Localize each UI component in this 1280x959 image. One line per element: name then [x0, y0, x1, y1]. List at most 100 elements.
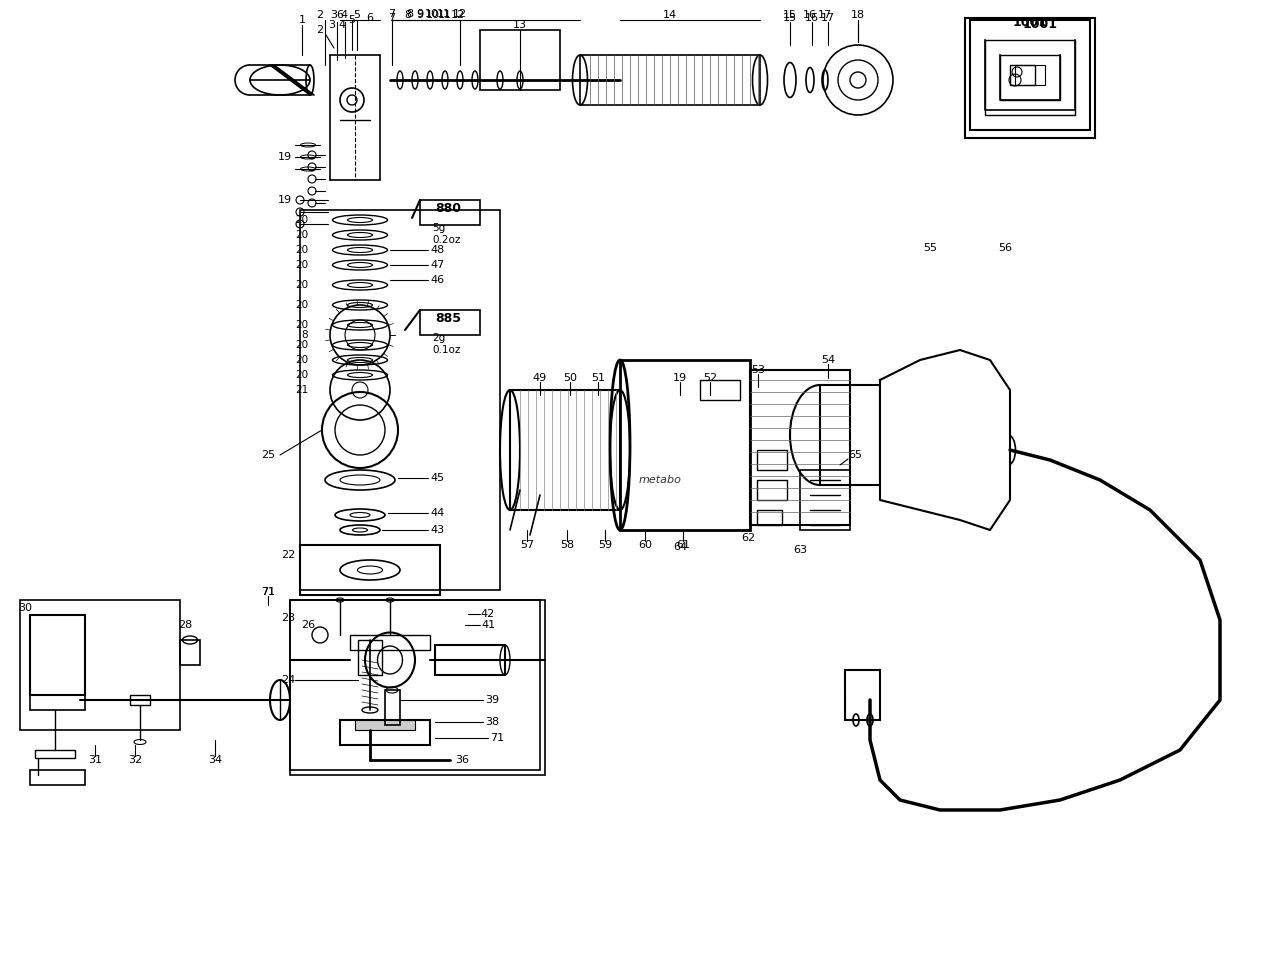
Bar: [20, 600, 180, 730]
Text: 3: 3: [330, 10, 338, 20]
Text: 1001: 1001: [1012, 15, 1047, 29]
Text: 8: 8: [404, 10, 412, 20]
Text: 55: 55: [923, 243, 937, 253]
Text: 28: 28: [178, 620, 192, 630]
Text: 20: 20: [294, 370, 308, 380]
Bar: [29, 770, 84, 785]
Text: 2: 2: [316, 25, 324, 35]
Bar: [820, 385, 881, 485]
Text: 46: 46: [430, 275, 444, 285]
Text: 34: 34: [207, 755, 221, 765]
Text: 51: 51: [591, 373, 605, 383]
Text: 60: 60: [637, 540, 652, 550]
Text: 59: 59: [598, 540, 612, 550]
Text: 19: 19: [278, 152, 292, 162]
Text: 57: 57: [520, 540, 534, 550]
Text: 48: 48: [430, 245, 444, 255]
Text: 20: 20: [294, 320, 308, 330]
Text: 56: 56: [998, 243, 1012, 253]
Polygon shape: [881, 350, 1010, 530]
Text: 20: 20: [294, 245, 308, 255]
Bar: [756, 450, 787, 470]
Text: 4: 4: [340, 10, 348, 20]
Bar: [291, 600, 545, 775]
Bar: [29, 695, 84, 710]
Text: 16: 16: [803, 10, 817, 20]
Text: 0.1oz: 0.1oz: [433, 345, 461, 355]
Text: 49: 49: [532, 373, 547, 383]
Text: 53: 53: [751, 365, 765, 375]
Text: 38: 38: [485, 717, 499, 727]
Bar: [970, 20, 1091, 130]
Bar: [580, 55, 760, 105]
Text: 41: 41: [481, 620, 495, 630]
Text: metabo: metabo: [639, 475, 681, 485]
Text: 9: 9: [416, 9, 424, 19]
Text: 71: 71: [261, 587, 275, 597]
Bar: [700, 380, 740, 400]
Text: 1001: 1001: [1023, 18, 1057, 32]
Bar: [1010, 65, 1036, 85]
Text: 7: 7: [388, 13, 396, 23]
Text: 24: 24: [280, 675, 294, 685]
Text: 61: 61: [676, 540, 690, 550]
Bar: [291, 600, 540, 770]
Text: 39: 39: [485, 695, 499, 705]
Bar: [420, 310, 480, 335]
Bar: [1015, 65, 1044, 85]
Bar: [435, 645, 506, 675]
Bar: [845, 670, 881, 720]
Text: 71: 71: [490, 733, 504, 743]
Text: 63: 63: [794, 545, 806, 555]
Text: 2g: 2g: [433, 333, 445, 343]
Text: 19: 19: [278, 195, 292, 205]
Text: 15: 15: [783, 10, 797, 20]
Text: 31: 31: [88, 755, 102, 765]
Text: 64: 64: [673, 542, 687, 552]
Bar: [480, 30, 561, 90]
Text: 20: 20: [294, 280, 308, 290]
Text: 10: 10: [425, 9, 439, 19]
Text: 17: 17: [820, 13, 835, 23]
Text: 2: 2: [316, 10, 324, 20]
Text: 4: 4: [338, 20, 346, 30]
Text: 26: 26: [301, 620, 315, 630]
Text: 12: 12: [453, 9, 467, 19]
Text: 3: 3: [329, 20, 335, 30]
Text: 15: 15: [783, 13, 797, 23]
Text: 44: 44: [430, 508, 444, 518]
Text: 54: 54: [820, 355, 835, 365]
Text: 8: 8: [407, 9, 413, 19]
Text: 62: 62: [741, 533, 755, 543]
Text: 12: 12: [451, 10, 465, 20]
Text: 20: 20: [294, 355, 308, 365]
Text: 8: 8: [301, 330, 308, 340]
Text: 20: 20: [294, 215, 308, 225]
Bar: [340, 720, 430, 745]
Text: 18: 18: [851, 10, 865, 20]
Text: 20: 20: [294, 260, 308, 270]
Text: 14: 14: [663, 10, 677, 20]
Text: 885: 885: [435, 312, 461, 324]
Bar: [349, 635, 430, 650]
Bar: [385, 690, 399, 725]
Text: 71: 71: [261, 587, 275, 597]
Text: 43: 43: [430, 525, 444, 535]
Bar: [29, 615, 84, 695]
Text: 7: 7: [388, 9, 396, 19]
Text: 22: 22: [280, 550, 294, 560]
Text: 23: 23: [280, 613, 294, 623]
Text: 20: 20: [294, 230, 308, 240]
Bar: [620, 360, 750, 530]
Text: 45: 45: [430, 473, 444, 483]
Bar: [509, 390, 620, 510]
Bar: [355, 720, 415, 730]
Text: 36: 36: [454, 755, 468, 765]
Text: 5: 5: [353, 10, 361, 20]
Text: 65: 65: [849, 450, 861, 460]
Bar: [1000, 55, 1060, 100]
Bar: [358, 640, 381, 675]
Text: 11: 11: [438, 10, 452, 20]
Bar: [986, 40, 1075, 115]
Text: 30: 30: [18, 603, 32, 613]
